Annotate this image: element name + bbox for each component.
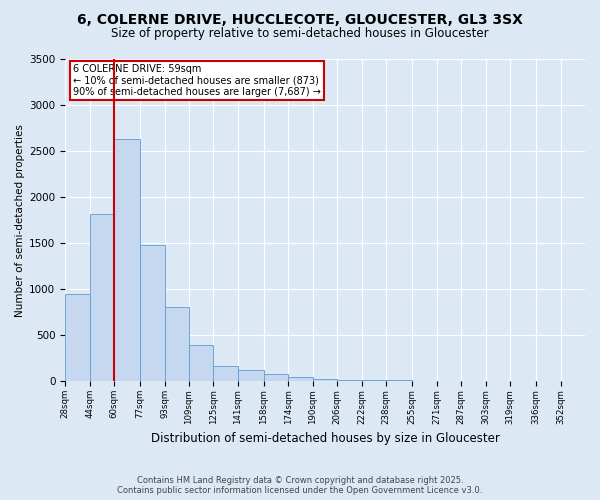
Text: 6 COLERNE DRIVE: 59sqm
← 10% of semi-detached houses are smaller (873)
90% of se: 6 COLERNE DRIVE: 59sqm ← 10% of semi-det… (73, 64, 321, 97)
Bar (114, 139, 140, 381)
Bar (264, 374, 289, 381)
Text: 6, COLERNE DRIVE, HUCCLECOTE, GLOUCESTER, GL3 3SX: 6, COLERNE DRIVE, HUCCLECOTE, GLOUCESTER… (77, 12, 523, 26)
X-axis label: Distribution of semi-detached houses by size in Gloucester: Distribution of semi-detached houses by … (151, 432, 500, 445)
Bar (164, 306, 189, 381)
Bar (189, 346, 214, 381)
Bar (313, 380, 337, 381)
Bar (89, 214, 114, 381)
Bar (289, 378, 313, 381)
Y-axis label: Number of semi-detached properties: Number of semi-detached properties (15, 124, 25, 316)
Bar (214, 366, 238, 381)
Bar (238, 370, 264, 381)
Bar (337, 380, 362, 381)
Text: Contains HM Land Registry data © Crown copyright and database right 2025.
Contai: Contains HM Land Registry data © Crown c… (118, 476, 482, 495)
Bar (140, 245, 164, 381)
Text: Size of property relative to semi-detached houses in Gloucester: Size of property relative to semi-detach… (111, 28, 489, 40)
Bar (386, 380, 412, 381)
Bar (65, 294, 89, 381)
Bar (362, 380, 386, 381)
